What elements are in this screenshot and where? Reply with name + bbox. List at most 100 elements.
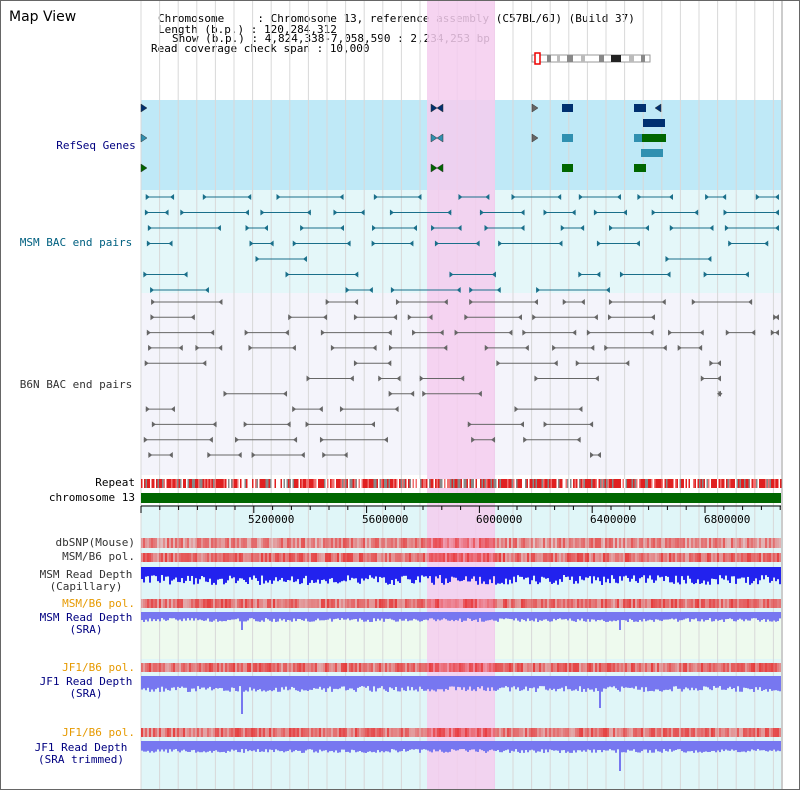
b6n-bac-pair-end [170,406,175,413]
msm-b6-pol-cell [629,553,631,562]
msm-depth-capillary-bar [487,567,489,585]
msm-depth-sra-bar [435,612,437,622]
repeat-element [343,479,345,488]
b6n-bac-pair-end [218,299,223,305]
msm-b6-pol2-cell [275,599,277,608]
dbsnp-heat-cell [241,538,243,548]
jf1-depth-trim-bar [593,741,595,750]
msm-depth-sra-bar [607,612,609,622]
dbsnp-heat-cell [715,538,717,548]
msm-b6-pol-cell [219,553,221,562]
jf1-b6-pol-cell [143,663,145,672]
msm-depth-capillary-bar [425,567,427,577]
msm-depth-sra-bar [307,612,309,622]
msm-depth-sra-bar [653,612,655,622]
dbsnp-heat-cell [261,538,263,548]
jf1-depth-sra-bar [243,676,245,692]
msm-b6-pol2-cell [339,599,341,608]
msm-depth-sra-bar [257,612,259,622]
b6n-bac-pair-end [562,299,567,305]
msm-b6-pol-cell [441,553,443,562]
dbsnp-heat-cell [387,538,389,548]
msm-b6-pol-cell [233,553,235,562]
chromosome-key: Chromosome : [158,12,271,25]
msm-b6-pol-cell [405,553,407,562]
msm-depth-sra-bar [647,612,649,621]
msm-b6-pol2-cell [651,599,653,608]
ideogram-band [547,55,551,62]
b6n-bac-pair-end [168,452,173,458]
jf1-b6-pol2-cell [775,728,777,737]
jf1-b6-pol2-cell [183,728,185,737]
msm-b6-pol-cell [585,553,587,562]
repeat-element [244,479,246,488]
msm-b6-pol2-cell [287,599,289,608]
msm-depth-sra-bar [689,612,691,622]
repeat-element [435,479,437,488]
msm-b6-pol2-cell [373,599,375,608]
msm-b6-pol-cell [553,553,555,562]
msm-depth-capillary-bar [527,567,529,578]
jf1-b6-pol2-cell [241,728,243,737]
msm-depth-capillary-bar [583,567,585,581]
msm-b6-pol-cell [355,553,357,562]
msm-b6-pol-cell [569,553,571,562]
jf1-b6-pol2-cell [213,728,215,737]
jf1-b6-pol-cell [231,663,233,672]
msm-b6-pol-cell [575,553,577,562]
jf1-b6-pol2-cell [261,728,263,737]
repeat-element [520,479,522,488]
msm-depth-sra-bar [649,612,651,620]
msm-depth-sra-bar [343,612,345,620]
repeat-element [340,479,342,488]
jf1-b6-pol-cell [653,663,655,672]
jf1-depth-trim-bar [771,741,773,751]
jf1-depth-sra-bar [145,676,147,691]
msm-b6-pol2-cell [681,599,683,608]
msm-depth-sra-bar [385,612,387,619]
jf1-b6-pol-cell [245,663,247,672]
msm-depth-capillary-bar [263,567,265,584]
jf1-b6-pol2-cell [597,728,599,737]
msm-b6-pol2-cell [647,599,649,608]
b6n-bac-pair-end [145,406,150,413]
msm-depth-capillary-bar [647,567,649,579]
msm-b6-pol-cell [313,553,315,562]
msm-depth-capillary-bar [179,567,181,583]
jf1-depth-trim-bar [575,741,577,753]
msm-b6-pol2-cell [659,599,661,608]
dbsnp-heat-cell [635,538,637,548]
chromosome-ideogram[interactable] [531,52,651,65]
jf1-depth-trim-bar [775,741,777,752]
jf1-depth-sra-bar [725,676,727,690]
msm-b6-pol-cell [727,553,729,562]
msm-depth-capillary-bar [365,567,367,579]
jf1-b6-pol2-cell [293,728,295,737]
dbsnp-heat-cell [351,538,353,548]
jf1-depth-sra-bar [315,676,317,689]
msm-b6-pol2-cell [345,599,347,608]
msm-b6-pol-cell [461,553,463,562]
msm-b6-pol2-cell [639,599,641,608]
jf1-b6-pol2-cell [577,728,579,737]
dbsnp-heat-cell [229,538,231,548]
msm-depth-sra-bar [209,612,211,622]
msm-depth-sra-bar [227,612,229,620]
msm-b6-pol2-cell [567,599,569,608]
jf1-b6-pol-cell [453,663,455,672]
dbsnp-heat-cell [697,538,699,548]
msm-bac-pair-end [764,240,769,247]
jf1-b6-pol-cell [193,663,195,672]
jf1-depth-sra-bar [699,676,701,690]
repeat-element [402,479,404,488]
msm-depth-capillary-bar [477,567,479,585]
msm-b6-pol-cell [457,553,459,562]
msm-b6-pol-cell [261,553,263,562]
dbsnp-heat-cell [223,538,225,548]
msm-b6-pol-cell [703,553,705,562]
dbsnp-heat-cell [339,538,341,548]
jf1-b6-pol2-cell [645,728,647,737]
dbsnp-heat-cell [249,538,251,548]
msm-depth-capillary-bar [587,567,589,578]
